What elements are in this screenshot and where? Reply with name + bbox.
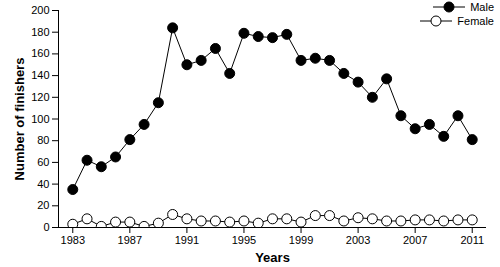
svg-text:Years: Years [255,250,290,265]
svg-text:1987: 1987 [118,234,142,246]
svg-text:60: 60 [37,156,49,168]
html-text:Female: Female [457,15,494,27]
svg-text:0: 0 [43,221,49,233]
html-text:Male: Male [470,1,494,13]
svg-text:Number of finishers: Number of finishers [12,58,27,181]
svg-text:2007: 2007 [403,234,427,246]
svg-text:1983: 1983 [61,234,85,246]
svg-text:80: 80 [37,134,49,146]
svg-text:200: 200 [31,4,49,16]
svg-text:120: 120 [31,91,49,103]
svg-text:140: 140 [31,69,49,81]
svg-text:160: 160 [31,47,49,59]
svg-text:180: 180 [31,26,49,38]
svg-text:2011: 2011 [460,234,484,246]
svg-text:20: 20 [37,199,49,211]
svg-text:1999: 1999 [289,234,313,246]
svg-text:2003: 2003 [346,234,370,246]
svg-text:1995: 1995 [232,234,256,246]
svg-text:100: 100 [31,113,49,125]
svg-text:40: 40 [37,178,49,190]
svg-text:1991: 1991 [175,234,199,246]
